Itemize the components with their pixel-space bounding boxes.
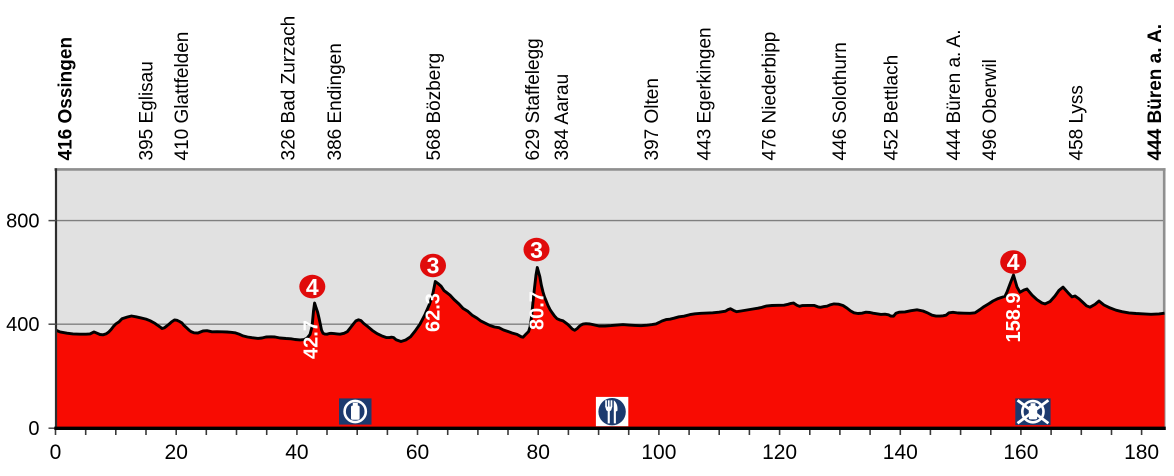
svg-text:80: 80: [527, 441, 550, 464]
svg-text:400: 400: [6, 314, 39, 336]
svg-text:444 Büren a. A.: 444 Büren a. A.: [944, 30, 965, 161]
svg-text:62.3: 62.3: [423, 293, 445, 332]
svg-text:326 Bad Zurzach: 326 Bad Zurzach: [279, 16, 300, 161]
svg-text:20: 20: [165, 441, 188, 464]
svg-text:476 Niederbipp: 476 Niederbipp: [760, 32, 781, 161]
svg-text:452 Bettlach: 452 Bettlach: [882, 55, 903, 161]
svg-text:384 Aarau: 384 Aarau: [552, 74, 573, 161]
svg-text:140: 140: [883, 441, 918, 464]
svg-text:40: 40: [285, 441, 308, 464]
svg-text:386 Endingen: 386 Endingen: [325, 43, 346, 160]
svg-text:458 Lyss: 458 Lyss: [1067, 85, 1088, 160]
svg-text:496 Oberwil: 496 Oberwil: [980, 59, 1001, 160]
svg-text:42.7: 42.7: [301, 320, 323, 359]
svg-text:800: 800: [6, 211, 39, 233]
svg-text:410 Glattfelden: 410 Glattfelden: [172, 32, 193, 161]
svg-text:100: 100: [641, 441, 676, 464]
svg-text:4: 4: [306, 274, 319, 300]
svg-text:446 Solothurn: 446 Solothurn: [830, 42, 851, 160]
svg-text:444 Büren a. A.: 444 Büren a. A.: [1145, 24, 1166, 161]
svg-text:397 Olten: 397 Olten: [642, 78, 663, 160]
svg-text:395 Eglisau: 395 Eglisau: [137, 61, 158, 160]
svg-text:629 Staffelegg: 629 Staffelegg: [523, 38, 544, 160]
svg-text:80.7: 80.7: [527, 291, 549, 330]
svg-text:3: 3: [530, 237, 543, 263]
svg-text:4: 4: [1007, 249, 1020, 275]
svg-text:3: 3: [427, 253, 440, 279]
svg-text:0: 0: [50, 441, 62, 464]
svg-text:443 Egerkingen: 443 Egerkingen: [695, 27, 716, 160]
svg-text:180: 180: [1124, 441, 1159, 464]
svg-text:158.9: 158.9: [1003, 292, 1025, 342]
svg-text:160: 160: [1003, 441, 1038, 464]
svg-text:120: 120: [762, 441, 797, 464]
svg-text:0: 0: [28, 418, 39, 440]
svg-text:60: 60: [406, 441, 429, 464]
svg-text:568 Bözberg: 568 Bözberg: [424, 53, 445, 161]
svg-text:416 Ossingen: 416 Ossingen: [56, 37, 77, 161]
